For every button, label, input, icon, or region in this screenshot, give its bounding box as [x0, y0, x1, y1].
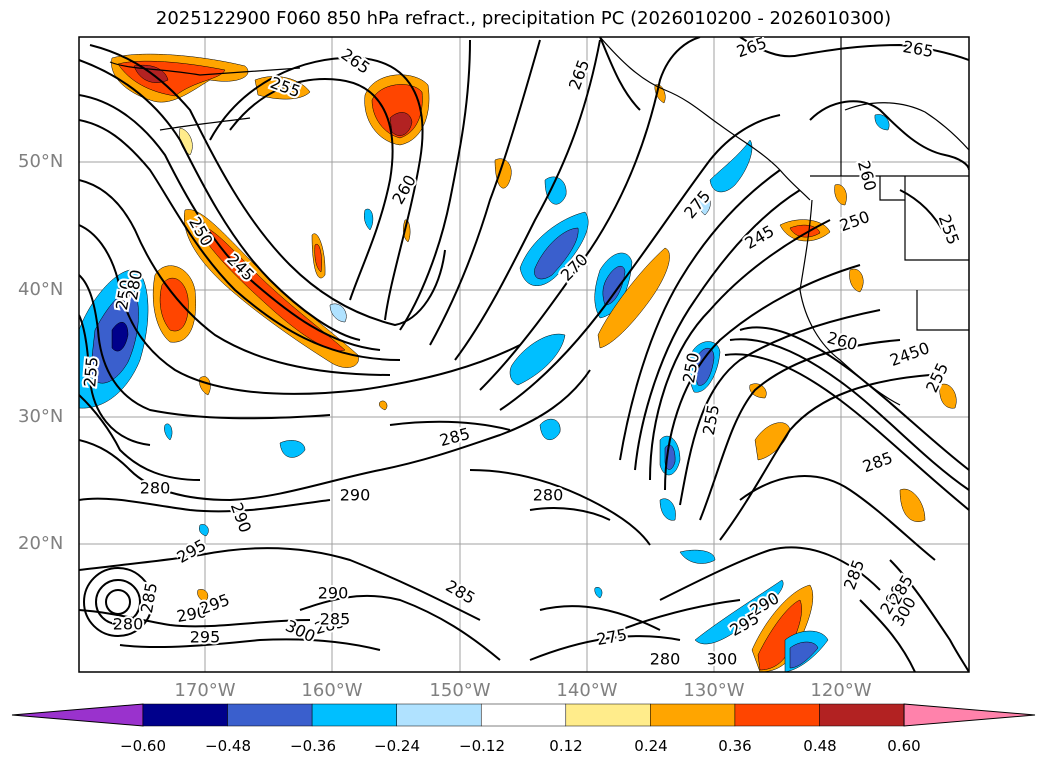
colorbar-segment	[650, 703, 736, 727]
contour-label: 250	[679, 351, 703, 384]
lon-label-150w: 150°W	[429, 680, 491, 701]
colorbar	[11, 703, 1036, 727]
colorbar-tick: −0.12	[459, 737, 505, 755]
colorbar-tick: 0.12	[549, 737, 583, 755]
lat-label-30n: 30°N	[18, 406, 64, 427]
lat-label-50n: 50°N	[18, 151, 64, 172]
lon-label-140w: 140°W	[556, 680, 618, 701]
contour-label: 280	[650, 650, 681, 669]
colorbar-segment	[227, 703, 313, 727]
colorbar-tick: 0.36	[718, 737, 752, 755]
lon-label-170w: 170°W	[174, 680, 236, 701]
refractivity-contours	[79, 37, 969, 672]
contour-label: 295	[190, 628, 221, 647]
colorbar-segment	[565, 703, 651, 727]
colorbar-segment	[396, 703, 482, 727]
contour-label: 280	[533, 486, 564, 505]
colorbar-segment	[734, 703, 820, 727]
colorbar-tick: −0.60	[120, 737, 166, 755]
precipitation-shading	[79, 53, 957, 672]
map-frame	[78, 36, 970, 673]
map-title: 2025122900 F060 850 hPa refract., precip…	[155, 8, 892, 29]
contour-label: 290	[340, 486, 371, 505]
colorbar-segment	[311, 703, 397, 727]
colorbar-tick: 0.48	[803, 737, 837, 755]
contour-label: 290	[318, 584, 349, 603]
colorbar-tick: −0.36	[290, 737, 336, 755]
colorbar-tick: 0.60	[887, 737, 921, 755]
contour-label: 285	[320, 610, 351, 629]
contour-label: 255	[80, 356, 102, 388]
colorbar-tick: −0.24	[374, 737, 420, 755]
lon-label-160w: 160°W	[301, 680, 363, 701]
colorbar-segment	[480, 703, 567, 727]
colorbar-tick: −0.48	[205, 737, 251, 755]
colorbar-segment	[903, 703, 1036, 727]
lon-label-120w: 120°W	[810, 680, 872, 701]
lat-label-20n: 20°N	[18, 533, 64, 554]
contour-label: 300	[707, 650, 738, 669]
colorbar-segment	[142, 703, 228, 727]
colorbar-segment	[819, 703, 905, 727]
contour-label: 280	[113, 615, 144, 634]
colorbar-segment	[11, 703, 144, 727]
contour-label: 280	[140, 479, 171, 498]
lat-label-40n: 40°N	[18, 279, 64, 300]
coastlines	[109, 37, 969, 406]
colorbar-tick: 0.24	[634, 737, 668, 755]
lon-label-130w: 130°W	[683, 680, 745, 701]
